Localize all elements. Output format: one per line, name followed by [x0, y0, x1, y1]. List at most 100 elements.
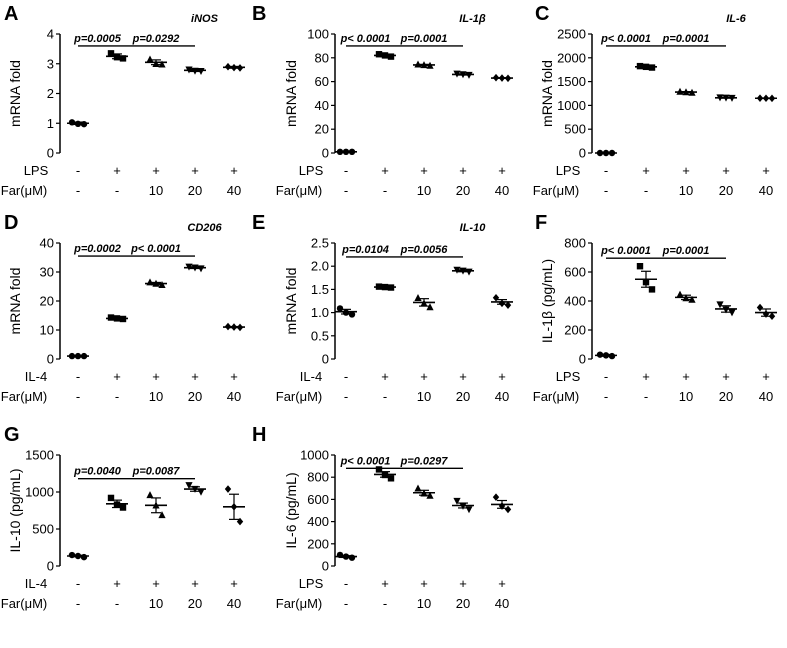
y-tick-label: 1500	[557, 74, 586, 89]
p-value-label: p=0.0297	[400, 455, 449, 467]
group-1	[335, 148, 357, 156]
y-tick-label: 0	[322, 146, 329, 161]
p-value-label: p=0.0087	[132, 466, 181, 478]
panel-e: E IL-10 0 0.5 1.0 1.5 2.0 2.5 mRNA fold p=0.0104 p…	[252, 212, 513, 404]
group-5	[223, 322, 245, 332]
group-5	[755, 303, 777, 321]
condition-value: +	[459, 163, 467, 178]
y-tick-label: 4	[47, 27, 54, 42]
p-value-label: p=0.0001	[662, 245, 710, 257]
group-5	[223, 485, 245, 526]
condition-value: -	[344, 389, 348, 404]
data-point	[636, 263, 644, 270]
panel-letter: E	[252, 212, 265, 234]
y-tick-label: 0	[322, 559, 329, 574]
data-point	[224, 485, 232, 493]
condition-value: 10	[417, 183, 431, 198]
condition-value: -	[76, 576, 80, 591]
y-tick-label: 2.0	[311, 259, 329, 274]
condition-value: 20	[188, 183, 202, 198]
condition-value: -	[344, 369, 348, 384]
condition-value: 20	[188, 596, 202, 611]
condition-value: +	[420, 163, 428, 178]
condition-value: 20	[719, 389, 733, 404]
condition-value: -	[344, 163, 348, 178]
condition-value: -	[644, 389, 648, 404]
condition-value: +	[191, 369, 199, 384]
y-tick-label: 1000	[25, 485, 54, 500]
data-point	[342, 309, 350, 316]
condition-row-label: LPS	[24, 163, 49, 178]
panel-title: CD206	[187, 222, 222, 234]
condition-value: 10	[417, 389, 431, 404]
y-tick-label: 800	[564, 236, 586, 251]
group-1	[595, 149, 617, 157]
panel-title: IL-1β	[459, 13, 486, 25]
panel-title: IL-6	[726, 13, 746, 25]
y-tick-label: 0	[322, 352, 329, 367]
data-point	[197, 488, 205, 496]
group-3	[413, 293, 435, 311]
y-tick-label: 0	[47, 352, 54, 367]
data-point	[185, 482, 193, 490]
data-point	[68, 119, 76, 126]
group-4	[715, 94, 737, 102]
data-point	[375, 466, 383, 473]
condition-value: -	[76, 596, 80, 611]
condition-value: 40	[759, 389, 773, 404]
group-5	[491, 493, 513, 514]
data-point	[387, 475, 395, 482]
y-tick-label: 2000	[557, 50, 586, 65]
group-1	[67, 551, 89, 561]
panel-d: D CD206 0 10 20 30 40 mRNA fold p=0.0002 p< 0.000…	[1, 212, 245, 404]
y-tick-label: 20	[315, 122, 329, 137]
data-point	[152, 59, 160, 67]
data-point	[80, 553, 88, 561]
panel-b: B IL-1β 0 20 40 60 80 100 mRNA fold p< 0.0001 p=0.…	[252, 3, 513, 198]
panel-letter: H	[252, 424, 266, 446]
data-point	[107, 314, 115, 321]
y-tick-label: 40	[315, 98, 329, 113]
condition-value: +	[152, 369, 160, 384]
data-point	[426, 303, 434, 311]
p-value-label: p=0.0056	[400, 244, 449, 256]
condition-value: 20	[188, 389, 202, 404]
group-5	[755, 94, 777, 103]
condition-value: 10	[679, 183, 693, 198]
condition-value: 20	[456, 183, 470, 198]
condition-row-label: Far(μM)	[1, 596, 47, 611]
group-3	[413, 60, 435, 69]
data-point	[336, 305, 344, 312]
y-tick-label: 1500	[25, 448, 54, 463]
data-point	[465, 506, 473, 514]
y-tick-label: 0	[47, 146, 54, 161]
data-point	[492, 493, 500, 501]
data-point	[465, 71, 473, 79]
data-point	[648, 286, 656, 293]
group-5	[223, 62, 245, 72]
y-tick-label: 100	[307, 27, 329, 42]
condition-value: 20	[719, 183, 733, 198]
data-point	[113, 54, 121, 61]
condition-value: -	[604, 369, 608, 384]
y-tick-label: 500	[564, 122, 586, 137]
group-2	[635, 263, 657, 293]
condition-value: +	[113, 576, 121, 591]
p-value-label: p< 0.0001	[600, 245, 651, 257]
y-tick-label: 2	[47, 86, 54, 101]
group-3	[675, 87, 697, 96]
data-point	[426, 491, 434, 499]
data-point	[676, 290, 684, 298]
condition-value: -	[344, 576, 348, 591]
data-point	[728, 309, 736, 317]
data-point	[453, 497, 461, 505]
condition-row-label: IL-4	[300, 369, 322, 384]
y-tick-label: 200	[307, 536, 329, 551]
condition-value: -	[115, 596, 119, 611]
condition-value: -	[344, 183, 348, 198]
y-tick-label: 0.5	[311, 328, 329, 343]
condition-value: +	[498, 163, 506, 178]
condition-value: -	[76, 183, 80, 198]
p-value-label: p=0.0005	[73, 33, 122, 45]
data-point	[68, 551, 76, 559]
